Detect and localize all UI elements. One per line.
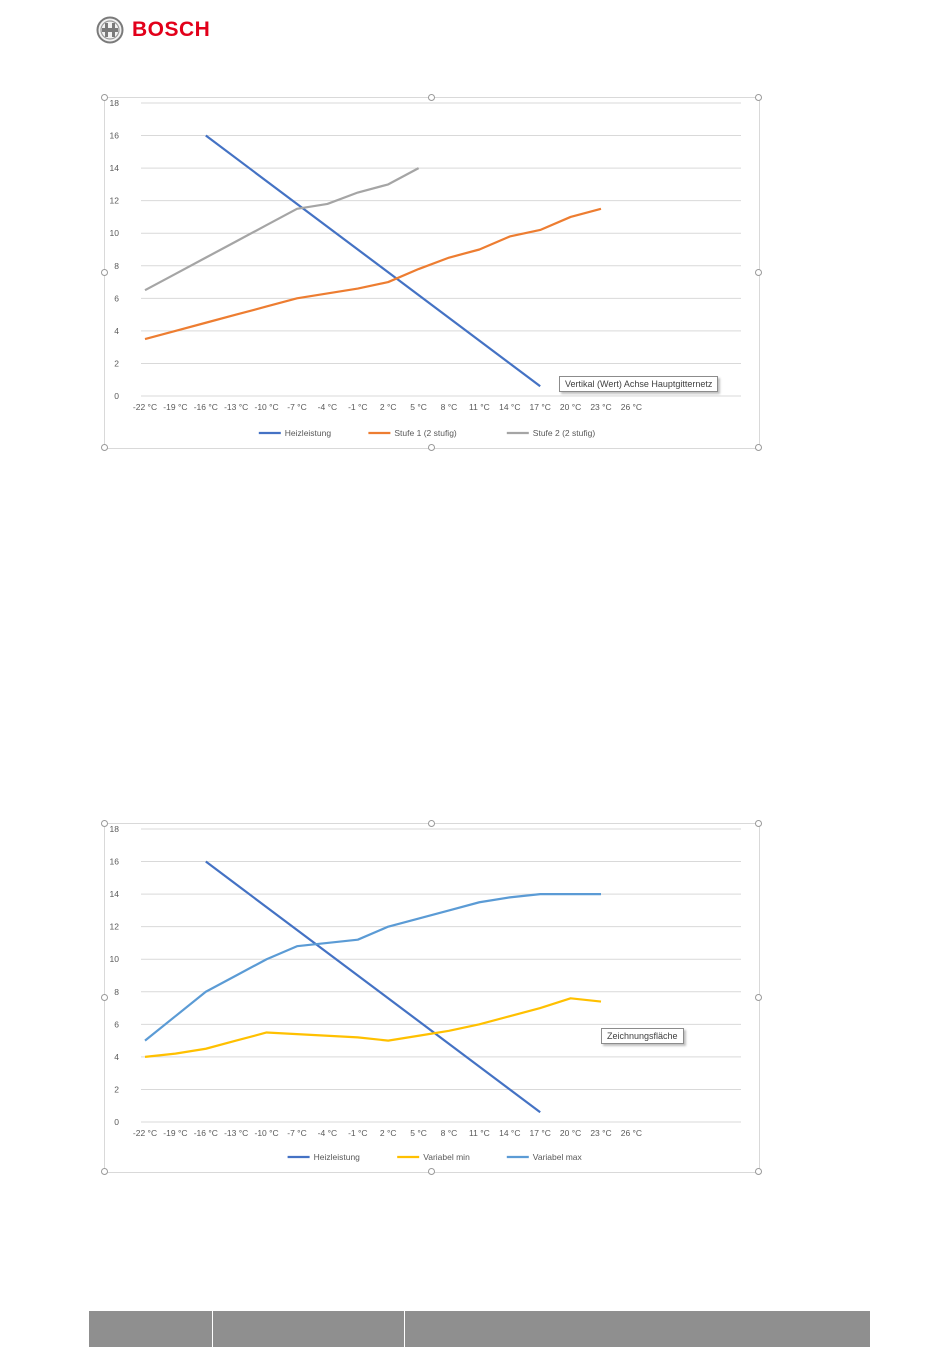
x-tick-label: -7 °C (287, 402, 306, 412)
bosch-armature-icon (96, 16, 124, 44)
resize-handle[interactable] (101, 94, 108, 101)
y-tick-label: 0 (114, 1117, 119, 1127)
x-tick-label: 5 °C (410, 1128, 427, 1138)
x-tick-label: -22 °C (133, 402, 157, 412)
y-tick-label: 2 (114, 1084, 119, 1094)
x-tick-label: -1 °C (348, 1128, 367, 1138)
x-tick-label: 26 °C (621, 402, 642, 412)
x-tick-label: 5 °C (410, 402, 427, 412)
y-tick-label: 6 (114, 1019, 119, 1029)
legend-label: Variabel max (533, 1152, 583, 1162)
resize-handle[interactable] (755, 444, 762, 451)
legend-label: Variabel min (423, 1152, 470, 1162)
y-tick-label: 16 (110, 857, 120, 867)
y-tick-label: 2 (114, 358, 119, 368)
x-tick-label: -10 °C (255, 1128, 279, 1138)
x-tick-label: 26 °C (621, 1128, 642, 1138)
y-tick-label: 0 (114, 391, 119, 401)
x-tick-label: -1 °C (348, 402, 367, 412)
x-tick-label: 14 °C (499, 402, 520, 412)
footer-cell (89, 1311, 213, 1347)
x-tick-label: -10 °C (255, 402, 279, 412)
x-tick-label: 2 °C (380, 402, 397, 412)
y-tick-label: 6 (114, 293, 119, 303)
chart-heizleistung-variabel[interactable]: 0 2 4 6 8 10 12 14 16 18 -22 °C -19 °C -16 °C -13 °C -… (101, 820, 762, 1175)
y-tick-label: 14 (110, 163, 120, 173)
x-tick-label: 14 °C (499, 1128, 520, 1138)
footer-bar (89, 1311, 870, 1347)
resize-handle[interactable] (428, 820, 435, 827)
x-tick-label: 17 °C (530, 402, 551, 412)
y-tick-label: 12 (110, 922, 120, 932)
chart-heizleistung-2-stufig[interactable]: 0 2 4 6 8 10 12 14 16 18 -22 °C -19 °C -16 °C -13 °C -… (101, 94, 762, 451)
x-tick-label: 23 °C (590, 402, 611, 412)
y-tick-label: 18 (110, 824, 120, 834)
resize-handle[interactable] (755, 994, 762, 1001)
y-tick-label: 4 (114, 1052, 119, 1062)
resize-handle[interactable] (101, 269, 108, 276)
bosch-logo: BOSCH (96, 16, 210, 44)
x-tick-label: -22 °C (133, 1128, 157, 1138)
x-tick-label: -4 °C (318, 402, 337, 412)
x-tick-label: 20 °C (560, 1128, 581, 1138)
resize-handle[interactable] (428, 1168, 435, 1175)
series-line-2[interactable] (144, 167, 420, 292)
x-tick-label: 8 °C (441, 402, 458, 412)
series-line-1[interactable] (144, 997, 602, 1058)
series-line-1[interactable] (144, 207, 602, 341)
legend-label: Stufe 1 (2 stufig) (394, 428, 457, 438)
y-tick-label: 16 (110, 131, 120, 141)
resize-handle[interactable] (101, 444, 108, 451)
resize-handle[interactable] (101, 1168, 108, 1175)
resize-handle[interactable] (755, 820, 762, 827)
x-tick-label: -19 °C (163, 1128, 187, 1138)
resize-handle[interactable] (428, 444, 435, 451)
brand-name: BOSCH (132, 18, 211, 41)
x-tick-label: -13 °C (224, 402, 248, 412)
x-tick-label: -16 °C (194, 1128, 218, 1138)
chart-tooltip: Zeichnungsfläche (601, 1028, 684, 1044)
x-tick-label: 8 °C (441, 1128, 458, 1138)
x-tick-label: 20 °C (560, 402, 581, 412)
chart-tooltip: Vertikal (Wert) Achse Hauptgitternetz (559, 376, 719, 392)
y-tick-label: 4 (114, 326, 119, 336)
footer-cell (213, 1311, 405, 1347)
legend-label: Stufe 2 (2 stufig) (533, 428, 596, 438)
y-tick-label: 8 (114, 987, 119, 997)
resize-handle[interactable] (755, 94, 762, 101)
x-tick-label: -7 °C (287, 1128, 306, 1138)
x-tick-label: 2 °C (380, 1128, 397, 1138)
series-line-0[interactable] (205, 860, 541, 1114)
legend-label: Heizleistung (285, 428, 332, 438)
resize-handle[interactable] (101, 820, 108, 827)
resize-handle[interactable] (755, 1168, 762, 1175)
series-line-2[interactable] (144, 893, 601, 1042)
y-tick-label: 10 (110, 954, 120, 964)
footer-cell (405, 1311, 870, 1347)
y-tick-label: 12 (110, 196, 120, 206)
legend-label: Heizleistung (314, 1152, 361, 1162)
x-tick-label: -19 °C (163, 402, 187, 412)
x-tick-label: 11 °C (469, 1128, 490, 1138)
x-tick-label: 11 °C (469, 402, 490, 412)
x-tick-label: 17 °C (530, 1128, 551, 1138)
y-tick-label: 10 (110, 228, 120, 238)
x-tick-label: -4 °C (318, 1128, 337, 1138)
y-tick-label: 8 (114, 261, 119, 271)
resize-handle[interactable] (428, 94, 435, 101)
series-line-0[interactable] (205, 134, 541, 388)
resize-handle[interactable] (755, 269, 762, 276)
y-tick-label: 14 (110, 889, 120, 899)
resize-handle[interactable] (101, 994, 108, 1001)
y-tick-label: 18 (110, 98, 120, 108)
x-tick-label: -13 °C (224, 1128, 248, 1138)
x-tick-label: -16 °C (194, 402, 218, 412)
x-tick-label: 23 °C (590, 1128, 611, 1138)
